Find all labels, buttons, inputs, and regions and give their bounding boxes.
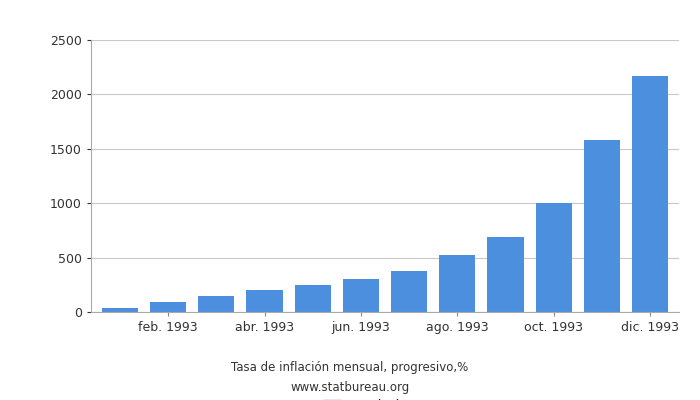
Bar [198, 296, 235, 312]
Bar [487, 237, 524, 312]
Bar [343, 279, 379, 312]
Text: www.statbureau.org: www.statbureau.org [290, 382, 410, 394]
Bar [632, 76, 668, 312]
Bar [391, 271, 427, 312]
Legend: Kazajstán, 1993: Kazajstán, 1993 [318, 394, 452, 400]
Text: Tasa de inflación mensual, progresivo,%: Tasa de inflación mensual, progresivo,% [232, 362, 468, 374]
Bar [584, 140, 620, 312]
Bar [295, 285, 331, 312]
Bar [150, 302, 186, 312]
Bar [536, 203, 572, 312]
Bar [439, 256, 475, 312]
Bar [246, 290, 283, 312]
Bar [102, 308, 138, 312]
